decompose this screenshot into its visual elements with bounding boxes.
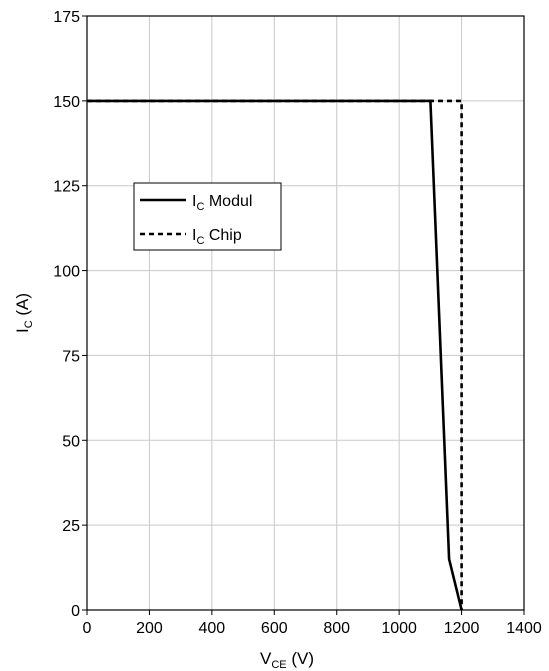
y-tick-label: 175 [53,9,80,26]
y-tick-label: 0 [71,603,80,620]
y-tick-label: 150 [53,94,80,111]
grid [86,15,525,611]
x-tick-label: 400 [199,620,226,637]
series-line-ic-chip [87,99,463,610]
x-tick-label: 1000 [381,620,417,637]
y-tick-label: 75 [62,348,80,365]
x-axis-label-main: V [260,649,272,668]
tick-labels: 0 200 400 600 800 1000 1200 1400 0 25 50 75 100 125 15… [53,9,542,637]
legend: IC Modul IC Chip [133,182,282,251]
y-tick-label: 100 [53,264,80,281]
x-axis-label-unit: (V) [287,649,314,668]
y-axis-label: IC (A) [13,293,35,333]
y-axis-label-sub: C [23,320,35,328]
y-tick-label: 50 [62,433,80,450]
legend-box [133,182,282,251]
y-axis-label-main: I [13,328,32,333]
series-lines [87,99,463,611]
x-tick-label: 800 [323,620,350,637]
y-axis-label-unit: (A) [13,293,32,320]
x-tick-label: 1200 [444,620,480,637]
x-tick-label: 600 [261,620,288,637]
legend-label-chip: IC Chip [192,227,242,247]
plot-frame [86,15,525,611]
x-tick-label: 0 [83,620,92,637]
y-tick-label: 125 [53,179,80,196]
x-axis-label: VCE (V) [260,649,314,671]
x-tick-label: 1400 [506,620,542,637]
y-tick-label: 25 [62,518,80,535]
x-tick-label: 200 [136,620,163,637]
x-axis-label-sub: CE [271,659,286,671]
legend-label-modul: IC Modul [192,193,252,213]
